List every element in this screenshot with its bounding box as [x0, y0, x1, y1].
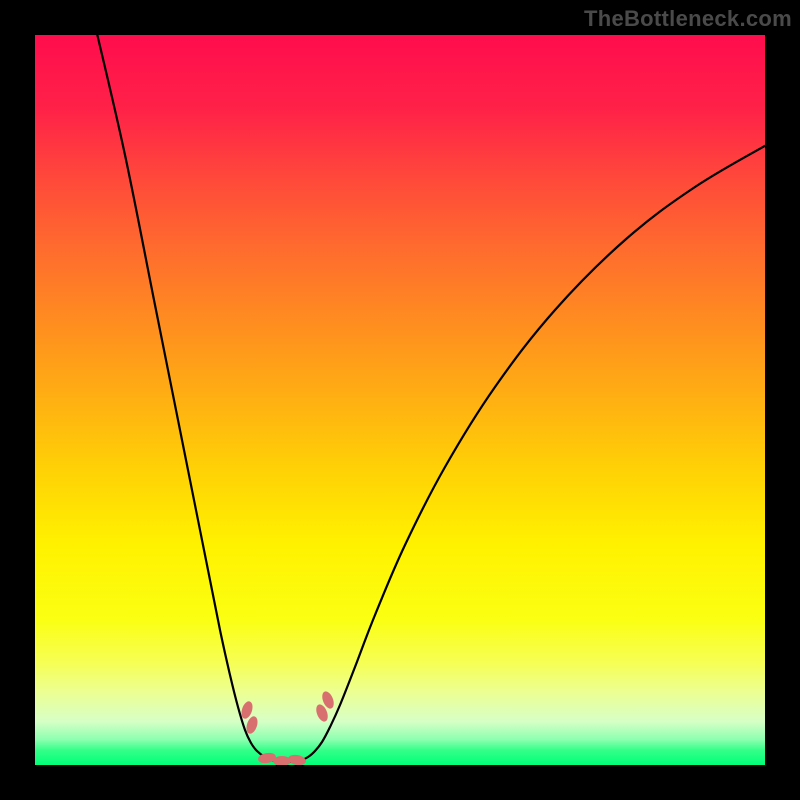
watermark-text: TheBottleneck.com	[584, 6, 792, 32]
gradient-background	[35, 35, 765, 765]
plot-area	[35, 35, 765, 765]
